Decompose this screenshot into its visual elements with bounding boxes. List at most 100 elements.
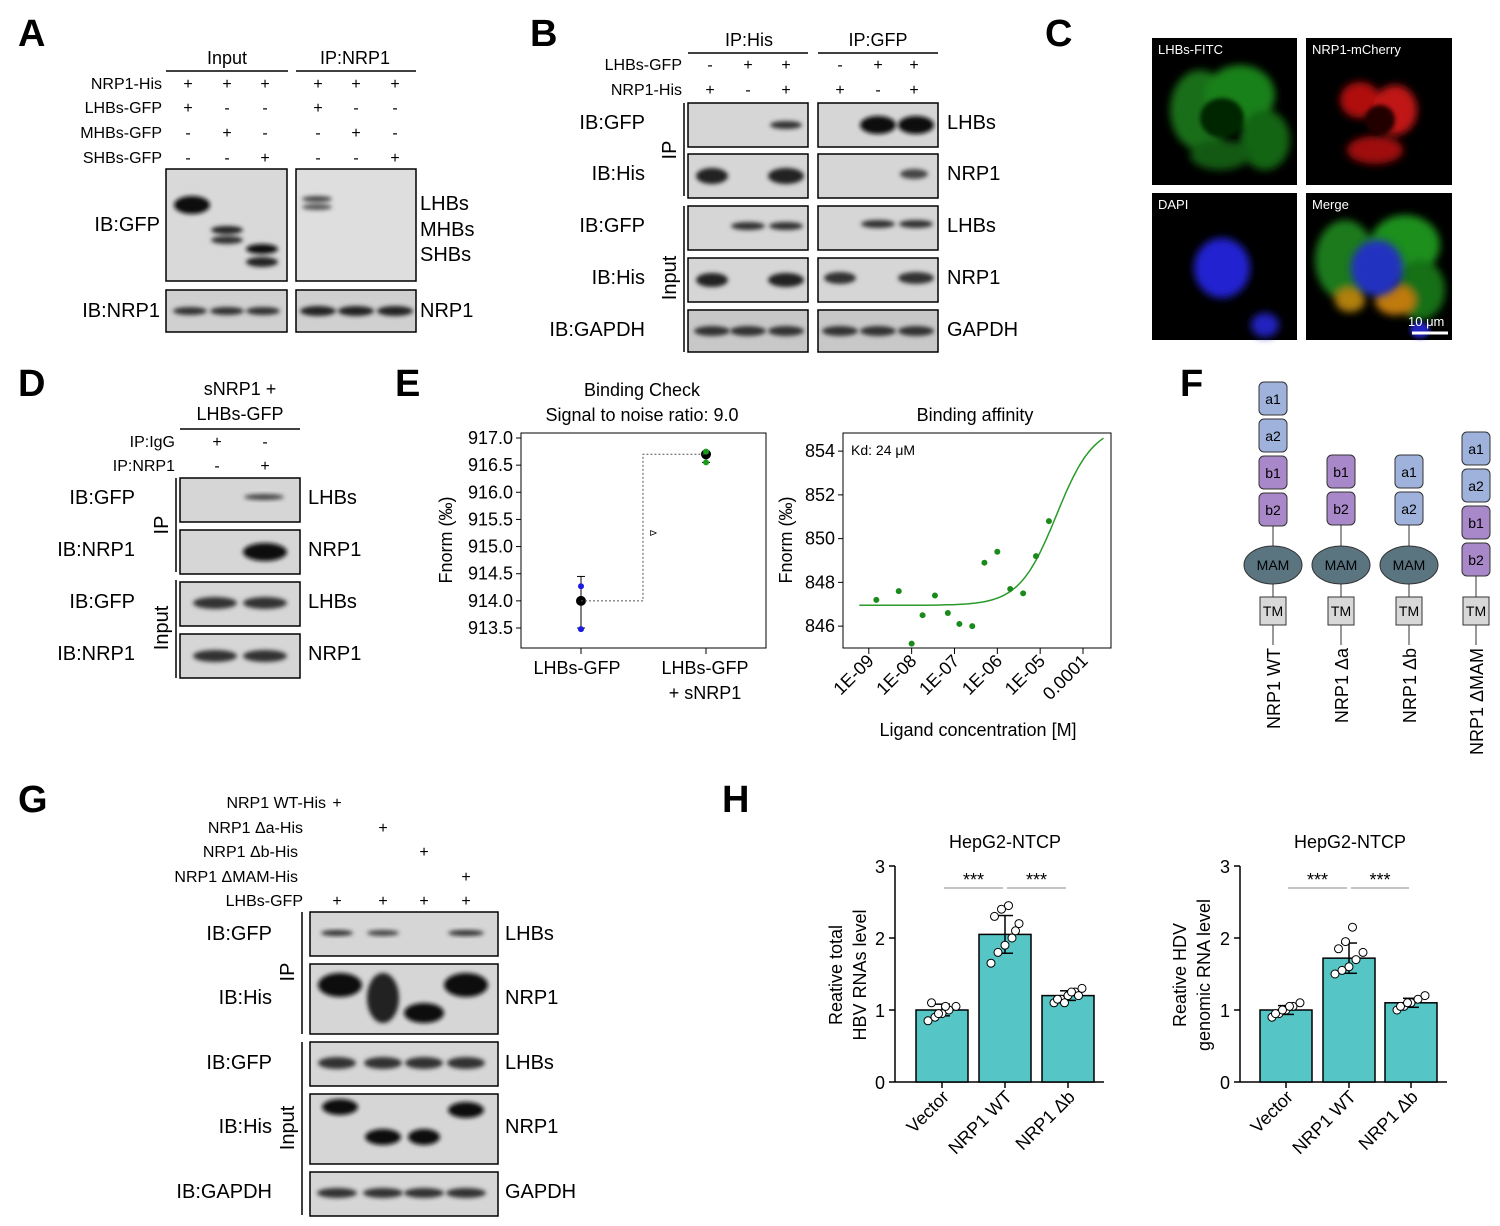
e-right-ytick-label: 852 (805, 485, 835, 505)
c-label-dapi: DAPI (1158, 197, 1188, 212)
a-header-input: Input (207, 48, 247, 68)
A-sign: - (315, 125, 320, 142)
h-replicate-point (1000, 940, 1010, 950)
f-domain-label: b1 (1468, 515, 1484, 531)
B-sign: - (707, 57, 712, 74)
b-sign-grid: - + + - + + + - + + - + (705, 57, 918, 99)
h-sig-label: *** (963, 870, 984, 890)
e-right-ytick-label: 848 (805, 572, 835, 592)
blot-band (317, 1188, 357, 1198)
e-left-replicate-point (578, 626, 584, 633)
A-sign: - (353, 150, 358, 167)
b-row-label: LHBs-GFP (605, 57, 682, 74)
e-right-point (931, 592, 938, 599)
h-bar (978, 933, 1032, 1083)
panel-h: HepG2-NTCP HepG2-NTCP Reative total HBV … (826, 832, 1447, 1158)
b-right-label: NRP1 (947, 267, 1000, 289)
D-sign: - (262, 434, 267, 451)
h-replicate-point (1351, 955, 1361, 965)
A-sign: + (390, 150, 399, 167)
h-ytick-label: 3 (1220, 857, 1230, 877)
d-ip-bracket-label: IP (151, 516, 173, 535)
A-sign: - (353, 100, 358, 117)
h-ylabel-1a: Reative total (826, 925, 846, 1025)
e-left-xcat-2a: LHBs-GFP (661, 658, 748, 678)
d-header-1: sNRP1 + (204, 379, 277, 399)
A-sign: + (260, 150, 269, 167)
A-sign: - (392, 125, 397, 142)
blot-band (321, 930, 353, 936)
b-right-label: NRP1 (947, 163, 1000, 185)
blot-band (243, 650, 287, 662)
A-sign: + (351, 125, 360, 142)
g-row-label: NRP1 WT-His (226, 795, 326, 812)
e-left-title-1: Binding Check (584, 380, 701, 400)
f-domain-label: a2 (1401, 501, 1417, 517)
h-replicate-point (986, 958, 996, 968)
B-sign: + (835, 82, 844, 99)
e-right-plot-frame (842, 432, 1112, 649)
blot-band (244, 494, 284, 500)
e-left-plot: 917.0 916.5 916.0 915.5 915.0 914.5 914.0 913.5… (468, 428, 711, 654)
A-sign: + (183, 100, 192, 117)
b-row-label: NRP1-His (611, 82, 682, 99)
h-ytick-label: 2 (875, 929, 885, 949)
e-right-point (1045, 518, 1052, 525)
e-right-point (956, 620, 963, 627)
h-ytick-label: 3 (875, 857, 885, 877)
panel-label-b: B (530, 13, 557, 55)
h-replicate-point (1285, 1001, 1294, 1011)
g-right-label: NRP1 (505, 987, 558, 1009)
d-ib-label: IB:GFP (69, 487, 135, 509)
h-xtick-label: NRP1 WT (1288, 1087, 1359, 1158)
blot-band (448, 930, 484, 936)
f-domain-label: b1 (1265, 465, 1281, 481)
g-ib-label: IB:His (219, 1116, 272, 1138)
panel-a: Input IP:NRP1 NRP1-His LHBs-GFP MHBs-GFP… (80, 48, 474, 333)
panel-g: NRP1 WT-His NRP1 Δa-His NRP1 Δb-His NRP1… (174, 795, 576, 1217)
g-row-label: NRP1 Δa-His (208, 820, 303, 837)
h-replicate-point (1007, 933, 1017, 943)
g-row-label: NRP1 Δb-His (203, 844, 298, 861)
h-replicate-point (1334, 944, 1343, 954)
h-replicate-point (941, 1001, 950, 1011)
d-row-label: IP:NRP1 (113, 458, 175, 475)
h-replicate-point (1060, 998, 1069, 1008)
h-ylabel-2b: genomic RNA level (1194, 899, 1214, 1051)
h-ylabel-2a: Reative HDV (1170, 923, 1190, 1027)
panel-label-a: A (18, 13, 45, 55)
panel-label-f: F (1180, 363, 1203, 405)
a-band-shbs: SHBs (420, 244, 471, 266)
a-header-ip: IP:NRP1 (320, 48, 390, 68)
d-header-2: LHBs-GFP (196, 404, 283, 424)
e-right-point (1033, 553, 1040, 560)
A-sign: - (185, 150, 190, 167)
e-right-xlabel: Ligand concentration [M] (879, 720, 1076, 740)
blot-band (860, 326, 896, 336)
panel-e: Binding Check Signal to noise ratio: 9.0… (436, 380, 1112, 740)
h-replicate-point (997, 904, 1006, 914)
panel-label-h: H (722, 779, 749, 821)
a-row-label: LHBs-GFP (85, 100, 162, 117)
h-replicate-point (993, 947, 1003, 957)
b-right-label: LHBs (947, 112, 996, 134)
h-sig-label: *** (1307, 870, 1328, 890)
blot-band (768, 273, 804, 287)
c-label-lhbs-fitc: LHBs-FITC (1158, 42, 1223, 57)
e-right-xtick-label: 0.0001 (1039, 651, 1092, 704)
f-domain-label: a2 (1468, 478, 1484, 494)
f-domain-tm (1395, 596, 1423, 626)
f-domain-a1 (1461, 431, 1491, 466)
h-replicate-point (1278, 1005, 1287, 1015)
b-ib-label: IB:His (592, 163, 645, 185)
h-replicate-point (1344, 962, 1354, 972)
a-row-label: SHBs-GFP (83, 150, 162, 167)
g-right-label: GAPDH (505, 1181, 576, 1203)
panel-b: IP:His IP:GFP LHBs-GFP NRP1-His - + + - + ++ -… (549, 30, 1018, 353)
blot-band (364, 1057, 402, 1069)
a-ib-nrp1: IB:NRP1 (82, 300, 160, 322)
h-replicate-point (951, 1001, 961, 1011)
e-right-plot: 8548528508488461E-091E-081E-071E-061E-05… (805, 437, 1104, 704)
B-sign: - (745, 82, 750, 99)
